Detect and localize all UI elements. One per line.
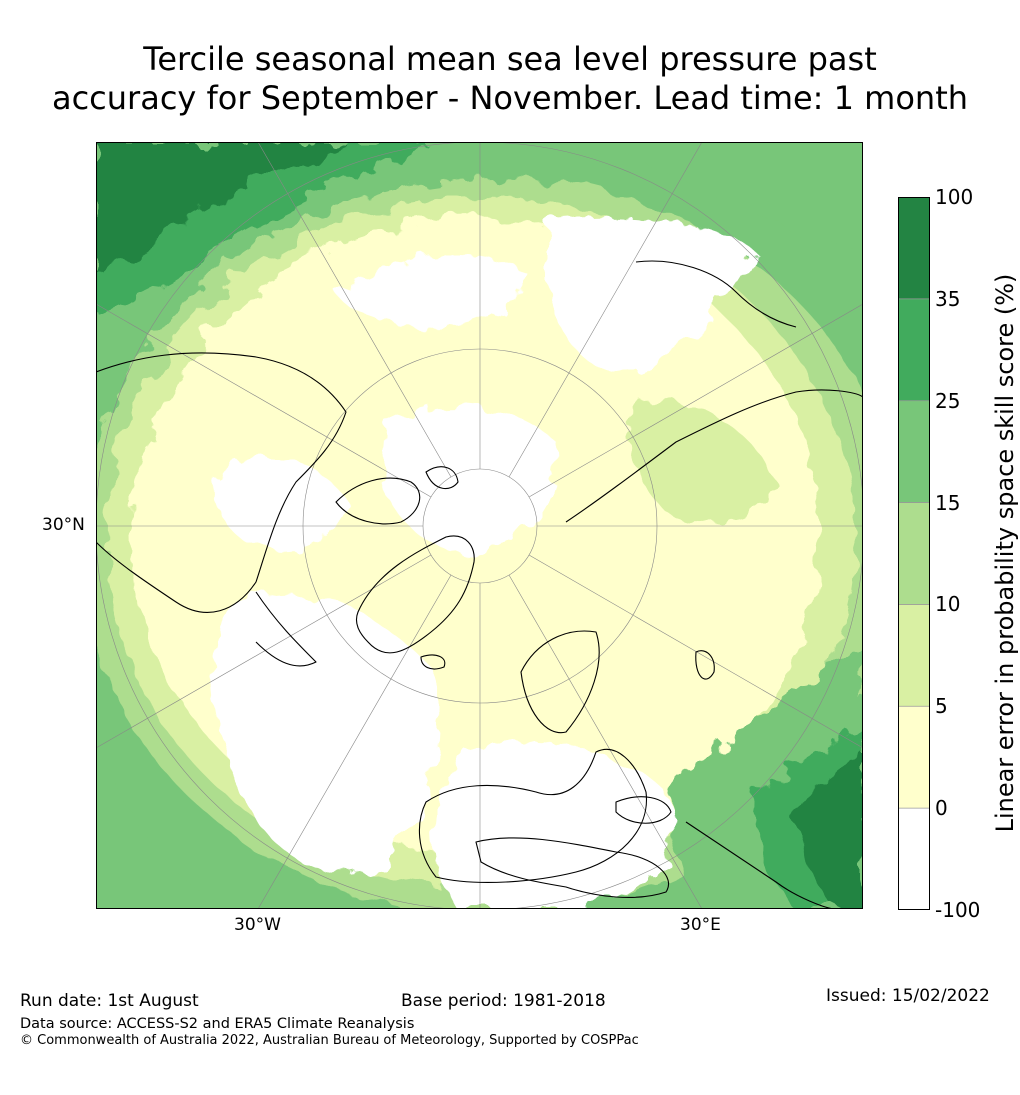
coast-scandinavia [520,630,600,734]
colorbar-tick-label: 5 [935,694,948,719]
field-band-neg-north [336,254,526,328]
lat-label-30n: 30°N [42,515,85,535]
chart-title: Tercile seasonal mean sea level pressure… [0,40,1020,118]
colorbar-segment [898,706,930,809]
coastlines [96,260,863,909]
meridian-300 [96,554,432,749]
field-band-neg-canada [212,457,346,550]
colorbar-tick-label: 25 [935,388,961,413]
colorbar-segment [898,502,930,605]
field-band-35-100-topleft [96,142,346,272]
meridian-120 [528,303,863,498]
field-band-25-35-topright [596,142,863,252]
coast-north-america [96,352,347,613]
colorbar-tick-label: 35 [935,286,961,311]
field-band-neg-arctic [381,404,558,554]
colorbar-tick-label: 0 [935,796,948,821]
colorbar-tick-label: 100 [935,185,974,209]
coast-greenland [355,535,475,654]
meridian-30 [508,574,703,909]
title-line-1: Tercile seasonal mean sea level pressure… [143,40,877,78]
meridian-240 [96,303,432,498]
lon-label-30e: 30°E [680,915,721,935]
coast-caspian [695,650,715,680]
coast-iceland [420,654,446,670]
colorbar-label: Linear error in probability space skill … [991,273,1019,833]
meridian-150 [508,142,703,478]
meridian-330 [257,574,452,909]
field-band-neg-pacific [546,218,756,374]
graticule [96,142,863,909]
colorbar-segment [898,808,930,910]
colorbar-frame [898,197,930,910]
field-band-neg-europe [434,742,672,909]
skill-score-map [96,142,863,909]
coast-mediterranean [475,837,670,898]
coast-asia-north [565,260,863,523]
meridian-210 [257,142,452,478]
field-band-neg-atlantic [211,593,441,874]
field-band-100-bottomright [796,752,863,909]
colorbar-segment [898,604,930,707]
lon-label-30w: 30°W [234,915,281,935]
field-band-15-bottomleft [96,742,226,909]
coast-canadian-archipelago [335,466,459,525]
colorbar-segment [898,298,930,401]
colorbar-tick-label: -100 [935,898,981,922]
map-frame [96,142,863,909]
base-period: Base period: 1981-2018 [401,991,606,1011]
coast-black-sea [615,796,672,824]
title-line-2: accuracy for September - November. Lead … [51,79,969,117]
coast-hudson-bay [255,591,317,667]
colorbar-segment [898,400,930,503]
colorbar-segment [898,197,930,299]
run-date: Run date: 1st August [20,991,199,1011]
colorbar-tick-label: 15 [935,490,961,515]
field-band-5-asia [627,400,776,522]
data-source: Data source: ACCESS-S2 and ERA5 Climate … [20,1016,415,1032]
colorbar-tick-label: 10 [935,592,961,617]
issued-date: Issued: 15/02/2022 [826,986,990,1006]
coast-middle-east [685,821,837,909]
colorbar [898,197,930,910]
copyright: © Commonwealth of Australia 2022, Austra… [20,1033,639,1048]
